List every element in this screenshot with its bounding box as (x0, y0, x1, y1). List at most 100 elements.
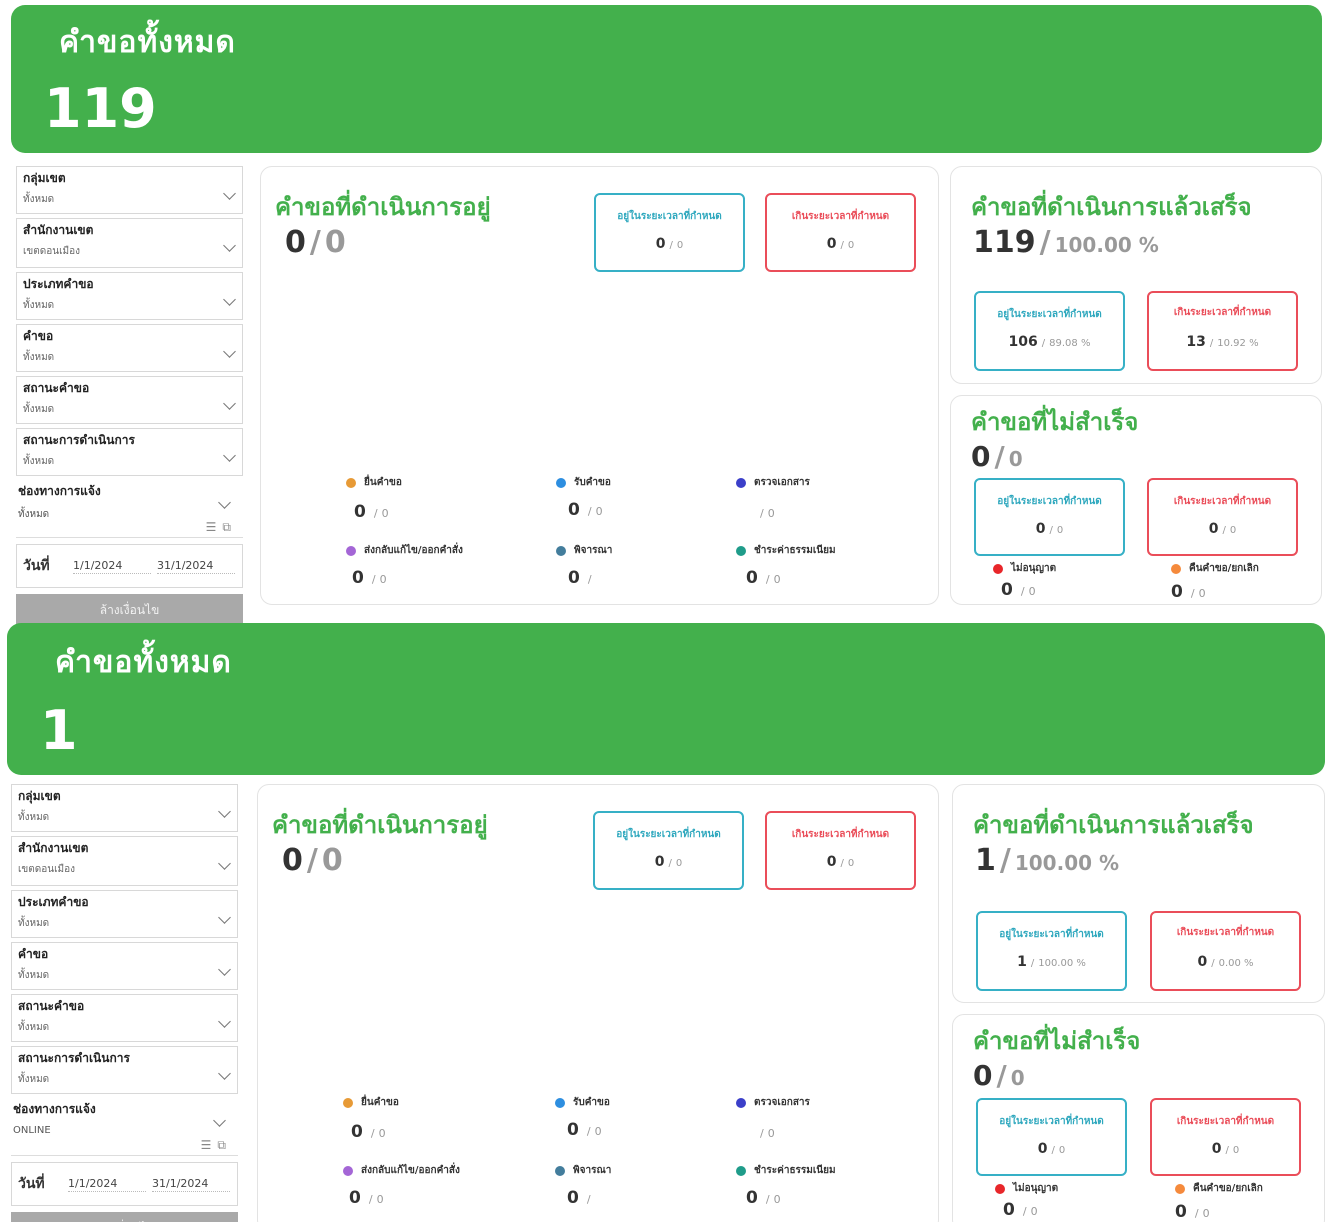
stat-sep: / (371, 573, 376, 586)
banner-total: 1 (40, 699, 78, 762)
failed-late-box: เกินระยะเวลาที่กำหนด 0/0 (1150, 1098, 1301, 1176)
filter-request-type[interactable]: ประเภทคำขอ ทั้งหมด (11, 890, 238, 938)
mini-sep: / (840, 240, 844, 251)
mini-sep: / (1041, 338, 1046, 349)
mini-sep: / (1211, 958, 1215, 969)
expand-icon[interactable]: ⧉ (222, 520, 237, 534)
filter-district-group[interactable]: กลุ่มเขต ทั้งหมด (16, 166, 243, 214)
stat-total: 0 (1202, 1207, 1210, 1220)
stat-label: ยื่นคำขอ (364, 477, 402, 488)
separator: / (996, 1059, 1007, 1092)
in-progress-total: 0 (324, 225, 346, 260)
stat-fee-payment: ชำระค่าธรรมเนียม 0/0 (736, 543, 926, 588)
status-dot-icon (346, 477, 356, 488)
filter-label: ช่องทางการแจ้ง (18, 484, 101, 498)
mini-count: 0 (654, 854, 665, 870)
stat-sep: / (765, 1193, 770, 1206)
filter-channel[interactable]: ช่องทางการแจ้ง ONLINE ☰⧉ (11, 1098, 238, 1156)
failed-title: คำขอที่ไม่สำเร็จ (971, 408, 1139, 436)
date-start-input[interactable]: 1/1/2024 (68, 1177, 146, 1192)
stat-label: ตรวจเอกสาร (754, 477, 810, 488)
filter-request-status[interactable]: สถานะคำขอ ทั้งหมด (16, 376, 243, 424)
clear-filters-button[interactable]: ล้างเงื่อนไข (16, 594, 243, 626)
stat-sep: / (1190, 587, 1195, 600)
filter-icon[interactable]: ☰ (205, 520, 223, 534)
in-progress-value: 0/0 (282, 843, 343, 878)
date-end-input[interactable]: 31/1/2024 (152, 1177, 230, 1192)
total-requests-banner: คำขอทั้งหมด 119 (11, 5, 1322, 153)
completed-pct: 100.00 % (1014, 851, 1120, 875)
mini-sep: / (669, 240, 673, 251)
mini-total: 0 (847, 858, 855, 869)
stat-total: 0 (379, 573, 387, 586)
stat-value: 0 (746, 568, 758, 588)
filter-value: ทั้งหมด (18, 812, 50, 823)
filter-tools[interactable]: ☰⧉ (206, 520, 237, 535)
stat-submit: ยื่นคำขอ 0/0 (346, 475, 536, 522)
mini-sep: / (1209, 338, 1214, 349)
filter-process-status[interactable]: สถานะการดำเนินการ ทั้งหมด (11, 1046, 238, 1094)
mini-title: เกินระยะเวลาที่กำหนด (1176, 927, 1275, 938)
stat-label: ไม่อนุญาต (1013, 1183, 1059, 1194)
mini-value: 0/0.00 % (1152, 954, 1299, 970)
expand-icon[interactable]: ⧉ (217, 1138, 232, 1152)
completed-value: 119/100.00 % (973, 225, 1159, 260)
filter-label: ประเภทคำขอ (18, 895, 89, 909)
filter-value: ONLINE (13, 1125, 51, 1136)
in-progress-on-time-box: อยู่ในระยะเวลาที่กำหนด 0/0 (593, 811, 744, 890)
completed-on-time-box: อยู่ในระยะเวลาที่กำหนด 106/89.08 % (974, 291, 1125, 371)
failed-value: 0/0 (973, 1059, 1025, 1092)
failed-title: คำขอที่ไม่สำเร็จ (973, 1027, 1141, 1055)
filter-request[interactable]: คำขอ ทั้งหมด (16, 324, 243, 372)
stat-label: ตรวจเอกสาร (754, 1097, 810, 1108)
stat-total: 0 (773, 573, 781, 586)
mini-count: 0 (1208, 521, 1219, 537)
status-dot-icon (736, 1165, 746, 1176)
in-progress-total: 0 (321, 843, 343, 878)
filter-label: สถานะคำขอ (18, 999, 85, 1013)
stat-total: 0 (378, 1127, 386, 1140)
filter-process-status[interactable]: สถานะการดำเนินการ ทั้งหมด (16, 428, 243, 476)
filter-request[interactable]: คำขอ ทั้งหมด (11, 942, 238, 990)
mini-count: 0 (826, 854, 837, 870)
filter-district-group[interactable]: กลุ่มเขต ทั้งหมด (11, 784, 238, 832)
filter-request-type[interactable]: ประเภทคำขอ ทั้งหมด (16, 272, 243, 320)
stat-value: 0 (354, 502, 366, 522)
filter-value: ทั้งหมด (18, 1022, 50, 1033)
date-start-input[interactable]: 1/1/2024 (73, 559, 151, 574)
status-dot-icon (1175, 1183, 1185, 1194)
filter-tools[interactable]: ☰⧉ (201, 1138, 232, 1153)
stat-label: ไม่อนุญาต (1011, 563, 1057, 574)
stat-label: ส่งกลับแก้ไข/ออกคำสั่ง (361, 1165, 460, 1176)
status-dot-icon (555, 1097, 565, 1108)
filter-panel: กลุ่มเขต ทั้งหมด สำนักงานเขต เขตดอนเมือง… (11, 784, 238, 1222)
status-dot-icon (346, 545, 356, 556)
completed-value: 1/100.00 % (975, 843, 1119, 878)
stat-label: รับคำขอ (573, 1097, 610, 1108)
date-end-input[interactable]: 31/1/2024 (157, 559, 235, 574)
completed-pct: 100.00 % (1054, 233, 1159, 257)
mini-count: 1 (1017, 954, 1027, 970)
completed-late-box: เกินระยะเวลาที่กำหนด 13/10.92 % (1147, 291, 1298, 371)
failed-total: 0 (1008, 447, 1023, 471)
stat-value: 0 (1003, 1200, 1015, 1220)
filter-label: สถานะคำขอ (23, 381, 90, 395)
stat-sep: / (368, 1193, 373, 1206)
clear-filters-button[interactable]: ล้างเงื่อนไข (11, 1212, 238, 1222)
stat-document-check: ตรวจเอกสาร /0 (736, 475, 926, 522)
stat-value: 0 (1001, 580, 1013, 600)
filter-icon[interactable]: ☰ (200, 1138, 218, 1152)
stat-value: 0 (567, 1120, 579, 1140)
mini-count: 0 (826, 236, 837, 252)
filter-channel[interactable]: ช่องทางการแจ้ง ทั้งหมด ☰⧉ (16, 480, 243, 538)
filter-district-office[interactable]: สำนักงานเขต เขตดอนเมือง (16, 218, 243, 268)
completed-late-box: เกินระยะเวลาที่กำหนด 0/0.00 % (1150, 911, 1301, 991)
mini-value: 0/0 (1149, 521, 1296, 537)
filter-request-status[interactable]: สถานะคำขอ ทั้งหมด (11, 994, 238, 1042)
dashboard-1: คำขอทั้งหมด 119 กลุ่มเขต ทั้งหมด สำนักงา… (11, 5, 1322, 626)
filter-district-office[interactable]: สำนักงานเขต เขตดอนเมือง (11, 836, 238, 886)
mini-title: เกินระยะเวลาที่กำหนด (1173, 307, 1272, 318)
mini-count: 13 (1186, 334, 1206, 350)
filter-label: ช่องทางการแจ้ง (13, 1102, 96, 1116)
stat-label: ชำระค่าธรรมเนียม (754, 545, 836, 556)
